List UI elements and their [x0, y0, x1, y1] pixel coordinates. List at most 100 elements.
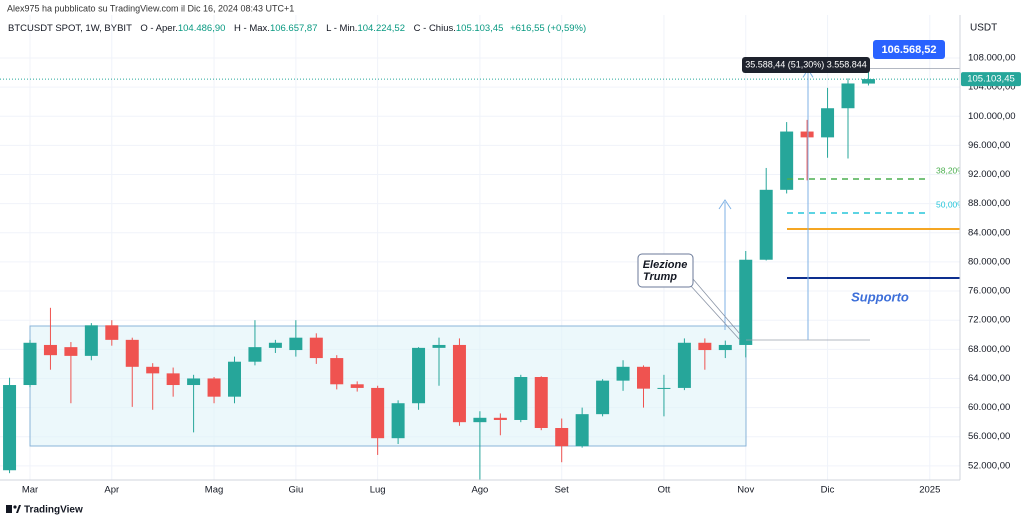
- legend-symbol: BTCUSDT SPOT, 1W, BYBIT: [8, 23, 132, 34]
- legend-value: 104.224,52: [357, 23, 405, 34]
- candle-body: [3, 385, 17, 471]
- candle-body: [514, 377, 528, 420]
- candle-body: [534, 377, 548, 428]
- time-axis-panel: [0, 480, 1024, 521]
- candle-body: [780, 131, 794, 190]
- callout-line: [692, 278, 741, 335]
- y-tick-label: 100.000,00: [968, 111, 1016, 122]
- candle-body: [309, 337, 323, 359]
- last-price-tag: [961, 72, 1021, 87]
- candle-body: [350, 384, 364, 388]
- candle-body: [637, 366, 650, 389]
- candle-body: [575, 414, 589, 447]
- candle-body: [677, 342, 691, 388]
- candle-body: [657, 387, 671, 389]
- legend-value: 104.486,90: [178, 23, 226, 34]
- candle-body: [739, 259, 753, 345]
- brand: TradingView: [24, 505, 83, 516]
- y-tick-label: 80.000,00: [968, 256, 1010, 267]
- candle-body: [289, 337, 303, 351]
- candles: [3, 67, 875, 480]
- x-tick-label: Ago: [471, 485, 488, 496]
- candle-body: [616, 366, 630, 381]
- legend-value: 105.103,45: [456, 23, 504, 34]
- candle-body: [452, 344, 466, 423]
- candle-body: [330, 358, 344, 385]
- x-tick-label: Dic: [821, 485, 835, 496]
- candle-body: [412, 347, 426, 404]
- measure-tooltip: [742, 57, 870, 73]
- candle-body: [493, 417, 507, 420]
- y-tick-label: 84.000,00: [968, 227, 1010, 238]
- x-tick-label: Lug: [370, 485, 386, 496]
- y-tick-label: 60.000,00: [968, 402, 1010, 413]
- candle-body: [84, 325, 98, 356]
- candle-body: [473, 417, 487, 423]
- candle-body: [268, 342, 282, 348]
- y-tick-label: 104.000,00: [968, 82, 1016, 93]
- event-label: Trump: [643, 271, 677, 283]
- candle-body: [759, 189, 773, 260]
- y-tick-label: 108.000,00: [968, 52, 1016, 63]
- candle-body: [207, 378, 221, 397]
- x-tick-label: Mag: [205, 485, 223, 496]
- legend-key: C - Chius.: [414, 23, 456, 34]
- candle-body: [841, 83, 855, 109]
- axis-unit: USDT: [970, 23, 997, 34]
- candle-body: [146, 366, 160, 374]
- legend-change: +616,55 (+0,59%): [510, 23, 586, 34]
- candle-body: [432, 344, 446, 348]
- logo-mark: [13, 505, 17, 509]
- y-tick-label: 56.000,00: [968, 431, 1010, 442]
- x-tick-label: Giu: [288, 485, 303, 496]
- candle-body: [43, 344, 57, 356]
- legend-key: H - Max.: [234, 23, 270, 34]
- candle-body: [861, 79, 875, 84]
- y-tick-label: 72.000,00: [968, 315, 1010, 326]
- candle-body: [105, 325, 119, 340]
- y-tick-label: 64.000,00: [968, 373, 1010, 384]
- candle-body: [64, 347, 78, 356]
- candle-body: [228, 361, 241, 397]
- candle-body: [821, 108, 835, 138]
- legend-key: O - Aper.: [140, 23, 178, 34]
- legend: BTCUSDT SPOT, 1W, BYBIT O - Aper.104.486…: [8, 23, 586, 34]
- x-tick-label: Set: [555, 485, 570, 496]
- candle-body: [391, 403, 405, 439]
- measure-top-tag: [873, 40, 945, 59]
- logo: [6, 505, 21, 513]
- measure-top-label: 106.568,52: [881, 44, 936, 56]
- candle-body: [166, 373, 180, 386]
- fib-label: 50,00%: [936, 199, 965, 209]
- y-tick-label: 96.000,00: [968, 140, 1010, 151]
- support-label: Supporto: [851, 289, 909, 304]
- callout-box: [637, 253, 694, 288]
- x-tick-label: Ott: [658, 485, 671, 496]
- y-tick-label: 68.000,00: [968, 344, 1010, 355]
- logo-mark: [6, 505, 12, 513]
- candle-body: [248, 347, 262, 362]
- publisher: Alex975 ha pubblicato su TradingView.com…: [7, 3, 294, 13]
- candle-body: [187, 378, 201, 386]
- candle-body: [371, 387, 385, 439]
- candle-body: [555, 427, 569, 447]
- measure-label: 35.588,44 (51,30%) 3.558.844: [745, 59, 867, 69]
- axes: 52.000,00 56.000,00 60.000,00 64.000,00 68.0…: [22, 52, 1021, 496]
- y-tick-label: 92.000,00: [968, 169, 1010, 180]
- fib-label: 38,20%: [936, 165, 965, 175]
- x-tick-label: 2025: [919, 485, 940, 496]
- candle-body: [23, 342, 37, 386]
- candle-body: [125, 339, 139, 367]
- logo-mark: [16, 505, 21, 513]
- x-tick-label: Nov: [737, 485, 754, 496]
- x-tick-label: Mar: [22, 485, 38, 496]
- price-axis-panel: [960, 0, 1024, 521]
- callout-line: [689, 284, 741, 341]
- event-label: Elezione: [643, 259, 688, 271]
- range-box: [29, 325, 747, 447]
- legend-key: L - Min.: [326, 23, 357, 34]
- y-tick-label: 88.000,00: [968, 198, 1010, 209]
- candle-body: [698, 342, 712, 351]
- candle-body: [596, 380, 610, 415]
- y-tick-label: 52.000,00: [968, 460, 1010, 471]
